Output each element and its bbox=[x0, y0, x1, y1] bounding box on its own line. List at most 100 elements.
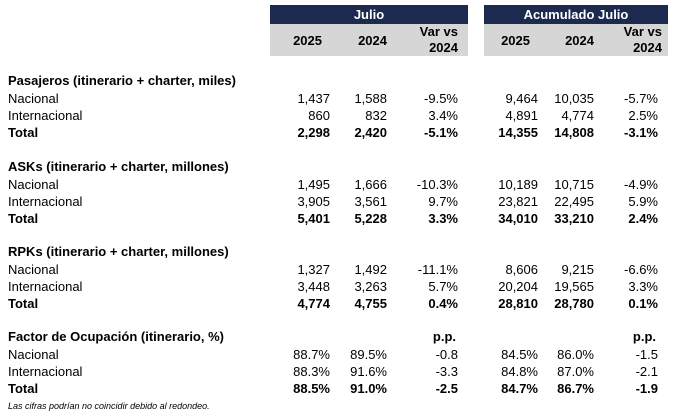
table-cell: 4,891 bbox=[505, 108, 538, 123]
table-row: Internacional 860 832 3.4% 4,891 4,774 2.5% bbox=[0, 107, 680, 124]
table-cell: 10,035 bbox=[554, 91, 594, 106]
table-cell: 9,215 bbox=[561, 262, 594, 277]
table-cell: 14,808 bbox=[554, 125, 594, 140]
table-cell: 28,810 bbox=[498, 296, 538, 311]
row-label: Internacional bbox=[8, 279, 83, 294]
table-cell: -5.7% bbox=[624, 91, 658, 106]
table-row: Internacional 88.3% 91.6% -3.3 84.8% 87.0% -2.… bbox=[0, 363, 680, 380]
table-cell: -5.1% bbox=[424, 125, 458, 140]
table-cell: 0.4% bbox=[428, 296, 458, 311]
table-cell: 33,210 bbox=[554, 211, 594, 226]
table-cell: 84.7% bbox=[501, 381, 538, 396]
table-cell: 3,905 bbox=[297, 194, 330, 209]
table-cell: 4,774 bbox=[297, 296, 330, 311]
header-acumulado: Acumulado Julio bbox=[484, 5, 668, 24]
pp-label-acumulado: p.p. bbox=[632, 329, 656, 344]
acum-col-2025: 2025 bbox=[501, 33, 530, 48]
table-row: Nacional 1,495 1,666 -10.3% 10,189 10,715 -4.9… bbox=[0, 176, 680, 193]
pp-label-julio: p.p. bbox=[432, 329, 456, 344]
table-cell: 5,228 bbox=[354, 211, 387, 226]
total-row: Total 4,774 4,755 0.4% 28,810 28,780 0.1% bbox=[0, 295, 680, 312]
table-cell: -11.1% bbox=[417, 262, 458, 277]
table-cell: -2.1 bbox=[635, 364, 658, 379]
section-title: ASKs (itinerario + charter, millones) bbox=[8, 159, 229, 174]
table-cell: 89.5% bbox=[350, 347, 387, 362]
table-cell: 1,495 bbox=[297, 177, 330, 192]
total-row: Total 2,298 2,420 -5.1% 14,355 14,808 -3.1% bbox=[0, 124, 680, 141]
acum-col-2024: 2024 bbox=[565, 33, 594, 48]
table-row: Nacional 1,437 1,588 -9.5% 9,464 10,035 -5.7% bbox=[0, 90, 680, 107]
table-cell: 22,495 bbox=[554, 194, 594, 209]
julio-col-2025: 2025 bbox=[293, 33, 322, 48]
table-cell: -4.9% bbox=[624, 177, 658, 192]
section-title: Pasajeros (itinerario + charter, miles) bbox=[8, 73, 236, 88]
julio-col-2024: 2024 bbox=[358, 33, 387, 48]
row-label: Nacional bbox=[8, 91, 59, 106]
table-cell: 10,715 bbox=[554, 177, 594, 192]
header-julio-subheader bbox=[270, 24, 468, 56]
table-cell: 88.7% bbox=[293, 347, 330, 362]
table-cell: 2.5% bbox=[628, 108, 658, 123]
table-cell: -6.6% bbox=[624, 262, 658, 277]
row-label: Total bbox=[8, 211, 39, 226]
table-cell: 84.5% bbox=[501, 347, 538, 362]
header-acumulado-subheader bbox=[484, 24, 668, 56]
table-cell: -10.3% bbox=[416, 177, 458, 192]
table-cell: 3,448 bbox=[297, 279, 330, 294]
table-cell: 23,821 bbox=[498, 194, 538, 209]
julio-col-var: Var vs 2024 bbox=[419, 24, 458, 55]
table-cell: 88.5% bbox=[293, 381, 330, 396]
table-cell: 0.1% bbox=[628, 296, 658, 311]
table-cell: 1,437 bbox=[297, 91, 330, 106]
row-label: Nacional bbox=[8, 177, 59, 192]
row-label: Nacional bbox=[8, 347, 59, 362]
table-cell: 8,606 bbox=[505, 262, 538, 277]
table-cell: 1,492 bbox=[354, 262, 387, 277]
table-cell: 2.4% bbox=[628, 211, 658, 226]
table-cell: -3.1% bbox=[624, 125, 658, 140]
table-cell: 34,010 bbox=[498, 211, 538, 226]
table-cell: 1,588 bbox=[354, 91, 387, 106]
section-title: RPKs (itinerario + charter, millones) bbox=[8, 244, 229, 259]
row-label: Total bbox=[8, 125, 39, 140]
table-row: Nacional 88.7% 89.5% -0.8 84.5% 86.0% -1.5 bbox=[0, 346, 680, 363]
table-cell: 91.6% bbox=[350, 364, 387, 379]
table-cell: 2,420 bbox=[354, 125, 387, 140]
row-label: Internacional bbox=[8, 364, 83, 379]
table-cell: -1.5 bbox=[635, 347, 658, 362]
table-cell: -3.3 bbox=[435, 364, 458, 379]
row-label: Nacional bbox=[8, 262, 59, 277]
table-cell: 86.0% bbox=[557, 347, 594, 362]
header-julio: Julio bbox=[270, 5, 468, 24]
table-cell: 4,774 bbox=[561, 108, 594, 123]
table-cell: 860 bbox=[308, 108, 330, 123]
table-cell: 5.7% bbox=[428, 279, 458, 294]
table-cell: 86.7% bbox=[557, 381, 594, 396]
table-cell: 10,189 bbox=[498, 177, 538, 192]
table-cell: 3,263 bbox=[354, 279, 387, 294]
acum-col-var: Var vs 2024 bbox=[623, 24, 662, 55]
table-cell: 5.9% bbox=[628, 194, 658, 209]
table-cell: -2.5 bbox=[435, 381, 458, 396]
table-cell: 832 bbox=[365, 108, 387, 123]
table-cell: -9.5% bbox=[424, 91, 458, 106]
table-cell: 87.0% bbox=[557, 364, 594, 379]
table-cell: 84.8% bbox=[501, 364, 538, 379]
total-row: Total 88.5% 91.0% -2.5 84.7% 86.7% -1.9 bbox=[0, 380, 680, 397]
table-cell: 9,464 bbox=[505, 91, 538, 106]
table-cell: 3,561 bbox=[354, 194, 387, 209]
row-label: Internacional bbox=[8, 108, 83, 123]
table-cell: 28,780 bbox=[554, 296, 594, 311]
table-cell: 1,327 bbox=[297, 262, 330, 277]
table-cell: 2,298 bbox=[297, 125, 330, 140]
table-cell: 3.3% bbox=[628, 279, 658, 294]
table-cell: 14,355 bbox=[498, 125, 538, 140]
table-cell: -1.9 bbox=[635, 381, 658, 396]
table-cell: 91.0% bbox=[350, 381, 387, 396]
table-cell: 20,204 bbox=[498, 279, 538, 294]
table-row: Internacional 3,448 3,263 5.7% 20,204 19,565 3… bbox=[0, 278, 680, 295]
row-label: Total bbox=[8, 381, 39, 396]
section-title: Factor de Ocupación (itinerario, %) bbox=[8, 329, 224, 344]
total-row: Total 5,401 5,228 3.3% 34,010 33,210 2.4% bbox=[0, 210, 680, 227]
table-cell: 88.3% bbox=[293, 364, 330, 379]
